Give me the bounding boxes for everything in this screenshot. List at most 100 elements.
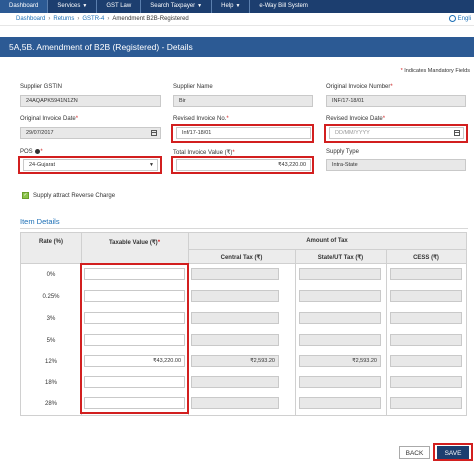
breadcrumb-separator: › — [107, 16, 110, 22]
nav-divider — [140, 0, 142, 13]
central-tax-field — [191, 334, 279, 346]
required-star: * — [382, 116, 386, 122]
supplier-name-field: Bir — [173, 95, 313, 107]
revised-invoice-date-label-text: Revised Invoice Date — [326, 116, 383, 122]
cess-header: CESS (₹) — [413, 255, 439, 261]
taxable-value-header: Taxable Value (₹)* — [81, 239, 188, 246]
taxable-value-input[interactable]: ₹43,220.00 — [84, 355, 185, 367]
nav-search-taxpayer[interactable]: Search Taxpayer ▼ — [141, 0, 211, 13]
total-invoice-value-input[interactable]: ₹43,220.00 — [176, 159, 311, 171]
chevron-down-icon: ▼ — [149, 162, 154, 168]
required-star: * — [226, 116, 229, 122]
table-header — [21, 233, 466, 264]
taxable-value-input[interactable] — [84, 290, 185, 302]
language-selector[interactable]: Engli — [448, 15, 471, 22]
breadcrumb-returns[interactable]: Returns — [53, 16, 75, 22]
breadcrumb: Dashboard › Returns › GSTR-4 › Amendment… — [0, 13, 474, 26]
cess-field — [390, 334, 462, 346]
rate-header: Rate (%) — [38, 239, 63, 245]
rate-cell: 0.25% — [42, 294, 60, 300]
revised-invoice-date-highlight — [324, 124, 468, 143]
original-invoice-date-value: 29/07/2017 — [26, 130, 54, 136]
state-tax-field — [299, 312, 381, 324]
column-divider — [295, 249, 296, 415]
chevron-down-icon: ▼ — [235, 3, 241, 9]
supplier-gstin-label: Supplier GSTIN — [20, 84, 63, 90]
breadcrumb-gstr4[interactable]: GSTR-4 — [82, 16, 105, 22]
item-details-title: Item Details — [20, 217, 60, 226]
required-star: * — [157, 240, 161, 246]
supplier-gstin-field: 24AQAPK5941N1ZN — [20, 95, 161, 107]
calendar-icon[interactable] — [454, 130, 460, 136]
revised-invoice-date-label: Revised Invoice Date* — [326, 116, 385, 122]
required-star: * — [232, 150, 235, 156]
total-invoice-value-label: Total Invoice Value (₹)* — [173, 149, 235, 156]
original-invoice-number-field: INF/17-18/01 — [326, 95, 466, 107]
nav-help-label: Help — [221, 3, 234, 9]
chevron-down-icon: ▼ — [82, 3, 88, 9]
state-tax-field — [299, 268, 381, 280]
taxable-value-input[interactable] — [84, 312, 185, 324]
nav-gst-law[interactable]: GST Law — [97, 0, 140, 13]
cess-field — [390, 290, 462, 302]
state-tax-header: State/UT Tax (₹) — [317, 255, 364, 261]
cess-field — [390, 268, 462, 280]
taxable-value-input[interactable] — [84, 397, 185, 409]
supply-type-label: Supply Type — [326, 149, 359, 155]
breadcrumb-dashboard[interactable]: Dashboard — [16, 16, 46, 22]
pos-select[interactable]: 24-Gujarat ▼ — [23, 159, 158, 171]
central-tax-field — [191, 376, 279, 388]
taxable-value-input[interactable] — [84, 334, 185, 346]
central-tax-field — [191, 397, 279, 409]
section-divider — [20, 228, 468, 229]
nav-divider — [47, 0, 49, 13]
revised-invoice-no-label: Revised Invoice No.* — [173, 116, 229, 122]
language-label: Engli — [457, 15, 471, 22]
breadcrumb-current: Amendment B2B-Registered — [112, 16, 189, 22]
rate-cell: 28% — [44, 401, 57, 407]
supply-type-field: Intra-State — [326, 159, 466, 171]
save-button[interactable]: SAVE — [437, 446, 469, 459]
revised-invoice-date-input[interactable]: DD/MM/YYYY — [329, 127, 464, 139]
revised-invoice-no-input[interactable]: Inf/17-18/01 — [176, 127, 311, 139]
chevron-down-icon: ▼ — [197, 3, 203, 9]
pos-label: POS * — [20, 149, 43, 155]
taxable-value-input[interactable] — [84, 268, 185, 280]
state-tax-field — [299, 397, 381, 409]
total-invoice-value-label-text: Total Invoice Value (₹) — [173, 150, 233, 156]
top-nav: Dashboard Services ▼ GST Law Search Taxpa… — [0, 0, 474, 13]
item-details-table: Rate (%) Taxable Value (₹)* Amount of Ta… — [20, 232, 467, 416]
rate-cell: 18% — [44, 380, 57, 386]
rate-cell: 3% — [46, 316, 56, 322]
calendar-icon — [151, 130, 157, 136]
nav-divider — [249, 0, 251, 13]
nav-eway-bill-label: e-Way Bill System — [259, 3, 308, 9]
state-tax-field — [299, 290, 381, 302]
central-tax-field — [191, 290, 279, 302]
save-highlight — [433, 443, 473, 461]
reverse-charge-checkbox[interactable]: ✓ — [22, 192, 29, 199]
taxable-value-highlight — [80, 263, 189, 414]
original-invoice-date-label: Original Invoice Date* — [20, 116, 78, 122]
required-star: * — [75, 116, 79, 122]
nav-dashboard[interactable]: Dashboard — [0, 0, 48, 13]
nav-divider — [211, 0, 213, 13]
taxable-value-input[interactable] — [84, 376, 185, 388]
header-divider — [188, 249, 466, 250]
reverse-charge-label: Supply attract Reverse Charge — [33, 193, 116, 199]
original-invoice-date-label-text: Original Invoice Date — [20, 116, 76, 122]
state-tax-field — [299, 334, 381, 346]
nav-dashboard-label: Dashboard — [9, 3, 39, 9]
central-tax-field — [191, 268, 279, 280]
state-tax-field — [299, 376, 381, 388]
info-icon[interactable] — [35, 149, 41, 154]
required-star: * — [40, 149, 43, 156]
back-button[interactable]: BACK — [399, 446, 430, 459]
breadcrumb-separator: › — [77, 16, 80, 22]
nav-help[interactable]: Help ▼ — [212, 0, 249, 13]
globe-icon — [448, 15, 456, 22]
state-tax-field: ₹2,593.20 — [299, 355, 381, 367]
rate-cell: 0% — [46, 272, 56, 278]
nav-eway-bill[interactable]: e-Way Bill System — [250, 0, 316, 13]
nav-services[interactable]: Services ▼ — [48, 0, 96, 13]
